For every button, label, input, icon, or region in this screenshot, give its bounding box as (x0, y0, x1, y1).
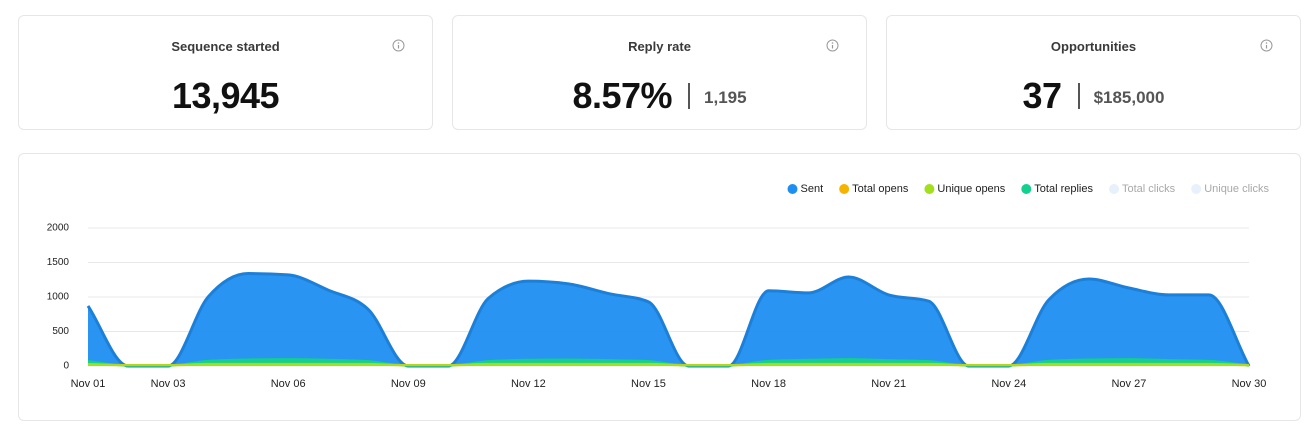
legend-swatch (924, 184, 935, 194)
legend-label: Total replies (1034, 183, 1093, 195)
legend-label: Unique opens (937, 183, 1005, 195)
kpi-value: 37 (1022, 75, 1063, 116)
separator (688, 83, 691, 109)
chart-card: 0 500 1000 1500 2000 Nov 01 Nov 03 Nov 06 Nov 09… (18, 153, 1301, 421)
y-tick-label: 2000 (47, 223, 70, 234)
y-tick-label: 0 (63, 361, 69, 372)
x-tick-label: Nov 24 (991, 378, 1026, 390)
legend-item[interactable]: Total replies (1021, 183, 1093, 195)
legend-item[interactable]: Unique clicks (1191, 183, 1269, 195)
kpi-secondary: $185,000 (1093, 88, 1165, 107)
kpi-value: 13,945 (171, 75, 280, 116)
legend-label: Sent (801, 183, 824, 195)
kpi-row: 13,945 (19, 74, 432, 118)
kpi-secondary: 1,195 (704, 88, 747, 107)
legend-label: Unique clicks (1204, 183, 1269, 195)
legend-swatch (1021, 184, 1032, 194)
kpi-card: Sequence started 13,945 (18, 15, 433, 130)
series-line (86, 272, 1251, 368)
x-tick-label: Nov 09 (391, 378, 426, 390)
legend-swatch (787, 184, 798, 194)
kpi-row: 37 $185,000 (887, 74, 1300, 118)
chart: 0 500 1000 1500 2000 Nov 01 Nov 03 Nov 06 Nov 09… (47, 183, 1270, 390)
kpi-title: Reply rate (628, 39, 691, 54)
legend-item[interactable]: Unique opens (924, 183, 1006, 195)
legend: Sent Total opens Unique opens Total replies… (787, 183, 1269, 195)
legend-swatch (1109, 184, 1119, 194)
series-area (88, 273, 1249, 366)
x-tick-label: Nov 01 (71, 378, 106, 390)
kpi-card: Reply rate 8.57% 1,195 (452, 15, 867, 130)
legend-item[interactable]: Total opens (839, 183, 909, 195)
legend-item[interactable]: Total clicks (1109, 183, 1176, 195)
x-tick-label: Nov 03 (151, 378, 186, 390)
x-tick-label: Nov 18 (751, 378, 786, 390)
separator (1077, 83, 1080, 109)
x-tick-label: Nov 21 (871, 378, 906, 390)
info-icon[interactable] (826, 39, 839, 52)
series-line (87, 363, 1250, 367)
kpi-card: Opportunities 37 $185,000 (886, 15, 1301, 130)
kpi-title: Sequence started (171, 39, 280, 54)
legend-item[interactable]: Sent (787, 183, 824, 195)
legend-label: Total opens (852, 183, 909, 195)
kpi-row: 8.57% 1,195 (453, 74, 866, 118)
x-tick-label: Nov 30 (1232, 378, 1267, 390)
x-tick-label: Nov 27 (1111, 378, 1146, 390)
kpi-value: 8.57% (572, 75, 673, 116)
x-tick-label: Nov 12 (511, 378, 546, 390)
x-tick-label: Nov 15 (631, 378, 666, 390)
legend-swatch (839, 184, 850, 194)
legend-swatch (1191, 184, 1202, 194)
kpi-title: Opportunities (1050, 39, 1137, 54)
x-tick-label: Nov 06 (271, 378, 306, 390)
y-tick-label: 1500 (47, 257, 70, 268)
info-icon[interactable] (1260, 39, 1273, 52)
legend-label: Total clicks (1122, 183, 1176, 195)
info-icon[interactable] (392, 39, 405, 52)
y-tick-label: 500 (52, 326, 69, 337)
y-tick-label: 1000 (47, 292, 70, 303)
